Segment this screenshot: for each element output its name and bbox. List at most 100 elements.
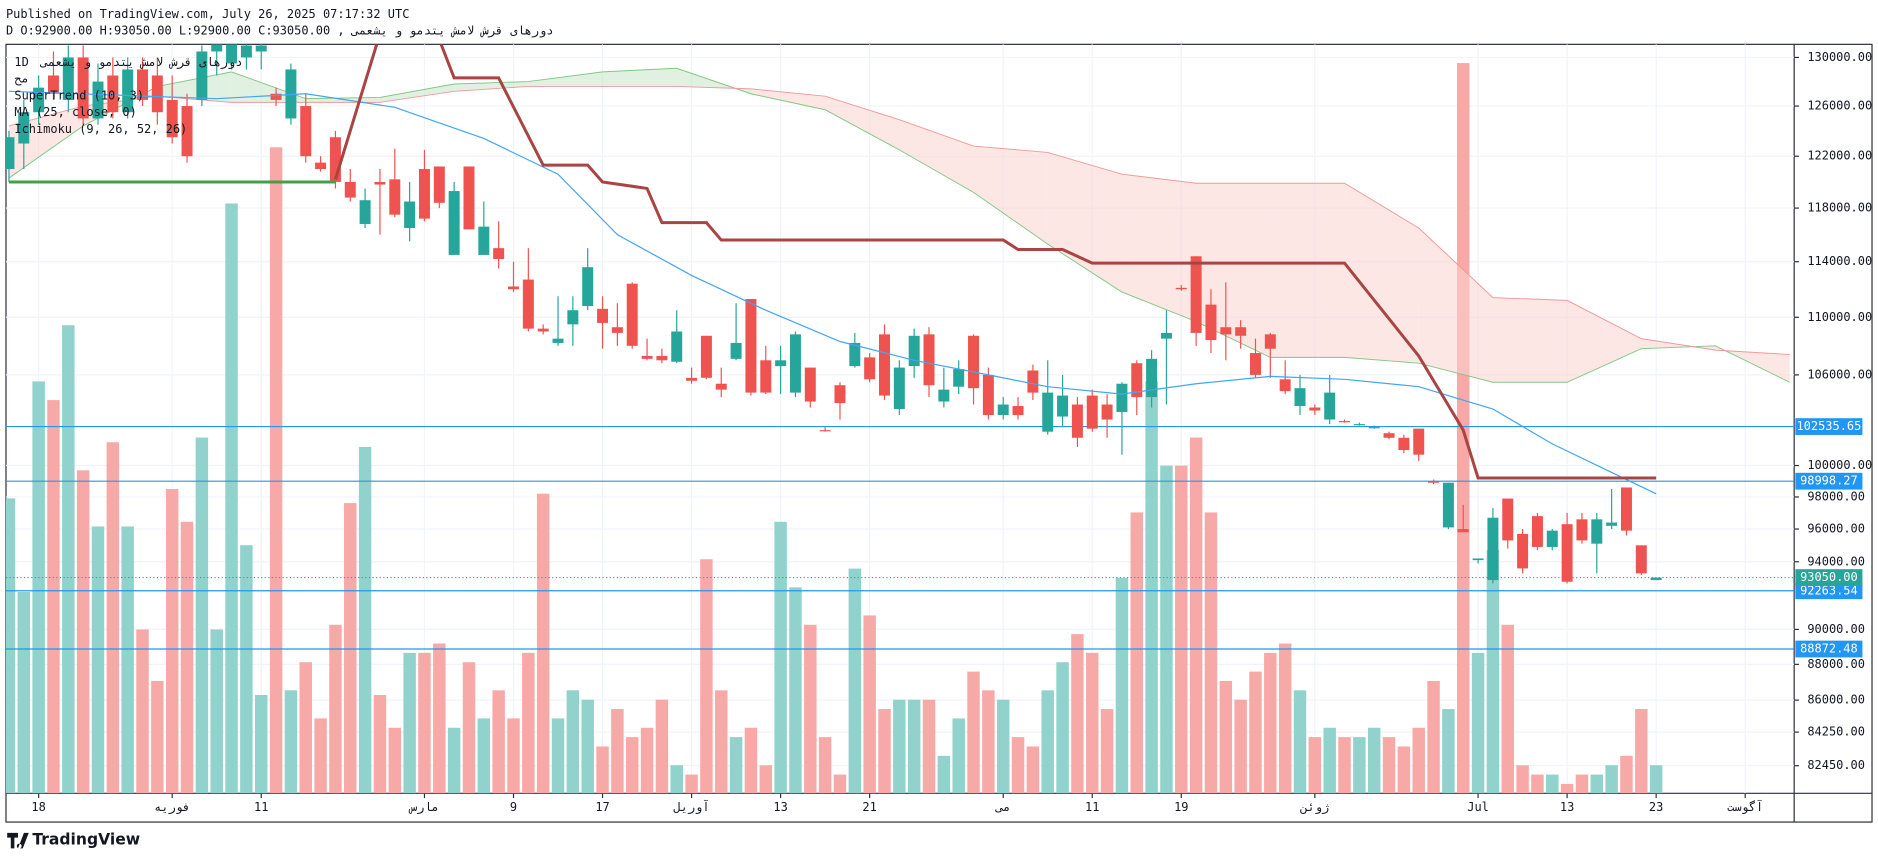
candle-body — [1620, 487, 1632, 531]
volume-bar — [729, 737, 743, 794]
candle-body — [745, 299, 757, 393]
x-tick-label: ژوئن — [1299, 800, 1329, 815]
candle-body — [508, 286, 519, 290]
candle-body — [1591, 519, 1603, 544]
volume-bar — [878, 709, 891, 794]
candle-body — [1428, 481, 1440, 483]
candle-body — [1472, 558, 1484, 561]
volume-bar — [1323, 727, 1336, 794]
volume-bar — [284, 690, 298, 794]
volume-bar — [1605, 765, 1618, 794]
volume-bar — [1160, 465, 1173, 794]
candle-body — [938, 389, 950, 402]
volume-bar — [804, 624, 817, 794]
candle-body — [62, 57, 74, 100]
candle-body — [1131, 363, 1143, 398]
volume-bar — [952, 718, 965, 794]
legend-ma: MA (25, close, 0) — [14, 105, 136, 119]
volume-bar — [611, 709, 624, 794]
volume-bar — [566, 690, 580, 794]
candle-body — [1235, 327, 1247, 336]
candle-body — [834, 385, 846, 404]
y-tick-label: 126000.00 — [1807, 99, 1872, 113]
candle-body — [1205, 304, 1217, 341]
volume-bar — [210, 629, 223, 794]
volume-bar — [314, 718, 327, 794]
y-tick-label: 98000.00 — [1807, 489, 1865, 503]
candle-body — [864, 357, 876, 380]
candle-body — [1190, 256, 1202, 333]
volume-bar — [1590, 774, 1604, 794]
x-tick-label: 21 — [862, 800, 876, 814]
volume-bar — [254, 694, 268, 794]
candle-body — [374, 181, 386, 185]
x-tick-label: مارس — [408, 800, 439, 815]
price-badge — [1795, 640, 1863, 658]
price-badge-label: 88872.48 — [1800, 642, 1858, 656]
cloud-fill — [454, 81, 529, 92]
volume-bar — [848, 568, 862, 794]
volume-bar — [1026, 746, 1040, 794]
candle-body — [671, 331, 683, 362]
candle-body — [1116, 383, 1128, 413]
volume-bar — [1546, 774, 1559, 794]
volume-bar — [982, 690, 995, 794]
candle-body — [107, 75, 119, 113]
volume-bar — [492, 690, 505, 794]
volume-bar — [625, 737, 639, 794]
volume-bar — [1412, 727, 1425, 794]
volume-bar — [151, 680, 164, 794]
candle-body — [641, 355, 653, 359]
candle-body — [359, 200, 371, 224]
y-tick-label: 96000.00 — [1807, 522, 1865, 536]
candle-body — [1635, 545, 1647, 574]
cloud-fill — [899, 119, 974, 193]
volume-bar — [299, 662, 312, 794]
volume-bar — [818, 737, 832, 794]
y-tick-label: 110000.00 — [1807, 310, 1872, 324]
candle-body — [700, 335, 712, 378]
candle-body — [1264, 334, 1276, 349]
candle-body — [1146, 358, 1158, 398]
candle-body — [1531, 516, 1543, 547]
cloud-fill — [528, 71, 603, 87]
volume-bar — [388, 727, 402, 794]
candle-body — [1606, 522, 1618, 526]
volume-bar — [1367, 727, 1381, 794]
x-tick-label: 9 — [510, 800, 517, 814]
candle-body — [1101, 404, 1113, 420]
candle-body — [626, 283, 638, 346]
x-tick-label: Jul — [1467, 800, 1489, 814]
volume-bar — [551, 718, 565, 794]
x-tick-label: 19 — [1174, 800, 1188, 814]
volume-bar — [655, 699, 669, 794]
volume-bar — [1130, 512, 1143, 794]
y-tick-label: 86000.00 — [1807, 693, 1865, 707]
candle-body — [137, 69, 149, 100]
volume-bar — [358, 446, 372, 794]
x-tick-label: فوریه — [154, 800, 190, 815]
candle-body — [1650, 577, 1662, 581]
legend-name: دورهاى قرش لامش يتدمو و يشعمى — [40, 55, 243, 70]
candle-body — [433, 166, 445, 203]
candle-body — [597, 308, 609, 323]
volume-bar — [1219, 680, 1233, 794]
supertrend-down — [333, 44, 1657, 480]
price-badge — [1795, 418, 1863, 435]
x-tick-label: آگوست — [1727, 799, 1763, 815]
y-tick-label: 82450.00 — [1807, 758, 1865, 772]
candle-body — [18, 112, 30, 144]
x-tick-label: 23 — [1649, 800, 1663, 814]
candle-body — [1398, 437, 1410, 451]
volume-bar — [1278, 643, 1292, 794]
candle-body — [478, 226, 490, 255]
candle-body — [404, 201, 416, 228]
candle-body — [300, 106, 312, 157]
volume-bar — [1293, 690, 1307, 794]
volume-bar — [685, 774, 698, 794]
cloud-fill — [1492, 297, 1568, 383]
x-tick-label: می — [995, 800, 1010, 814]
volume-bar — [1471, 652, 1485, 794]
cloud-fill — [1418, 227, 1493, 383]
volume-bar — [1175, 465, 1188, 794]
